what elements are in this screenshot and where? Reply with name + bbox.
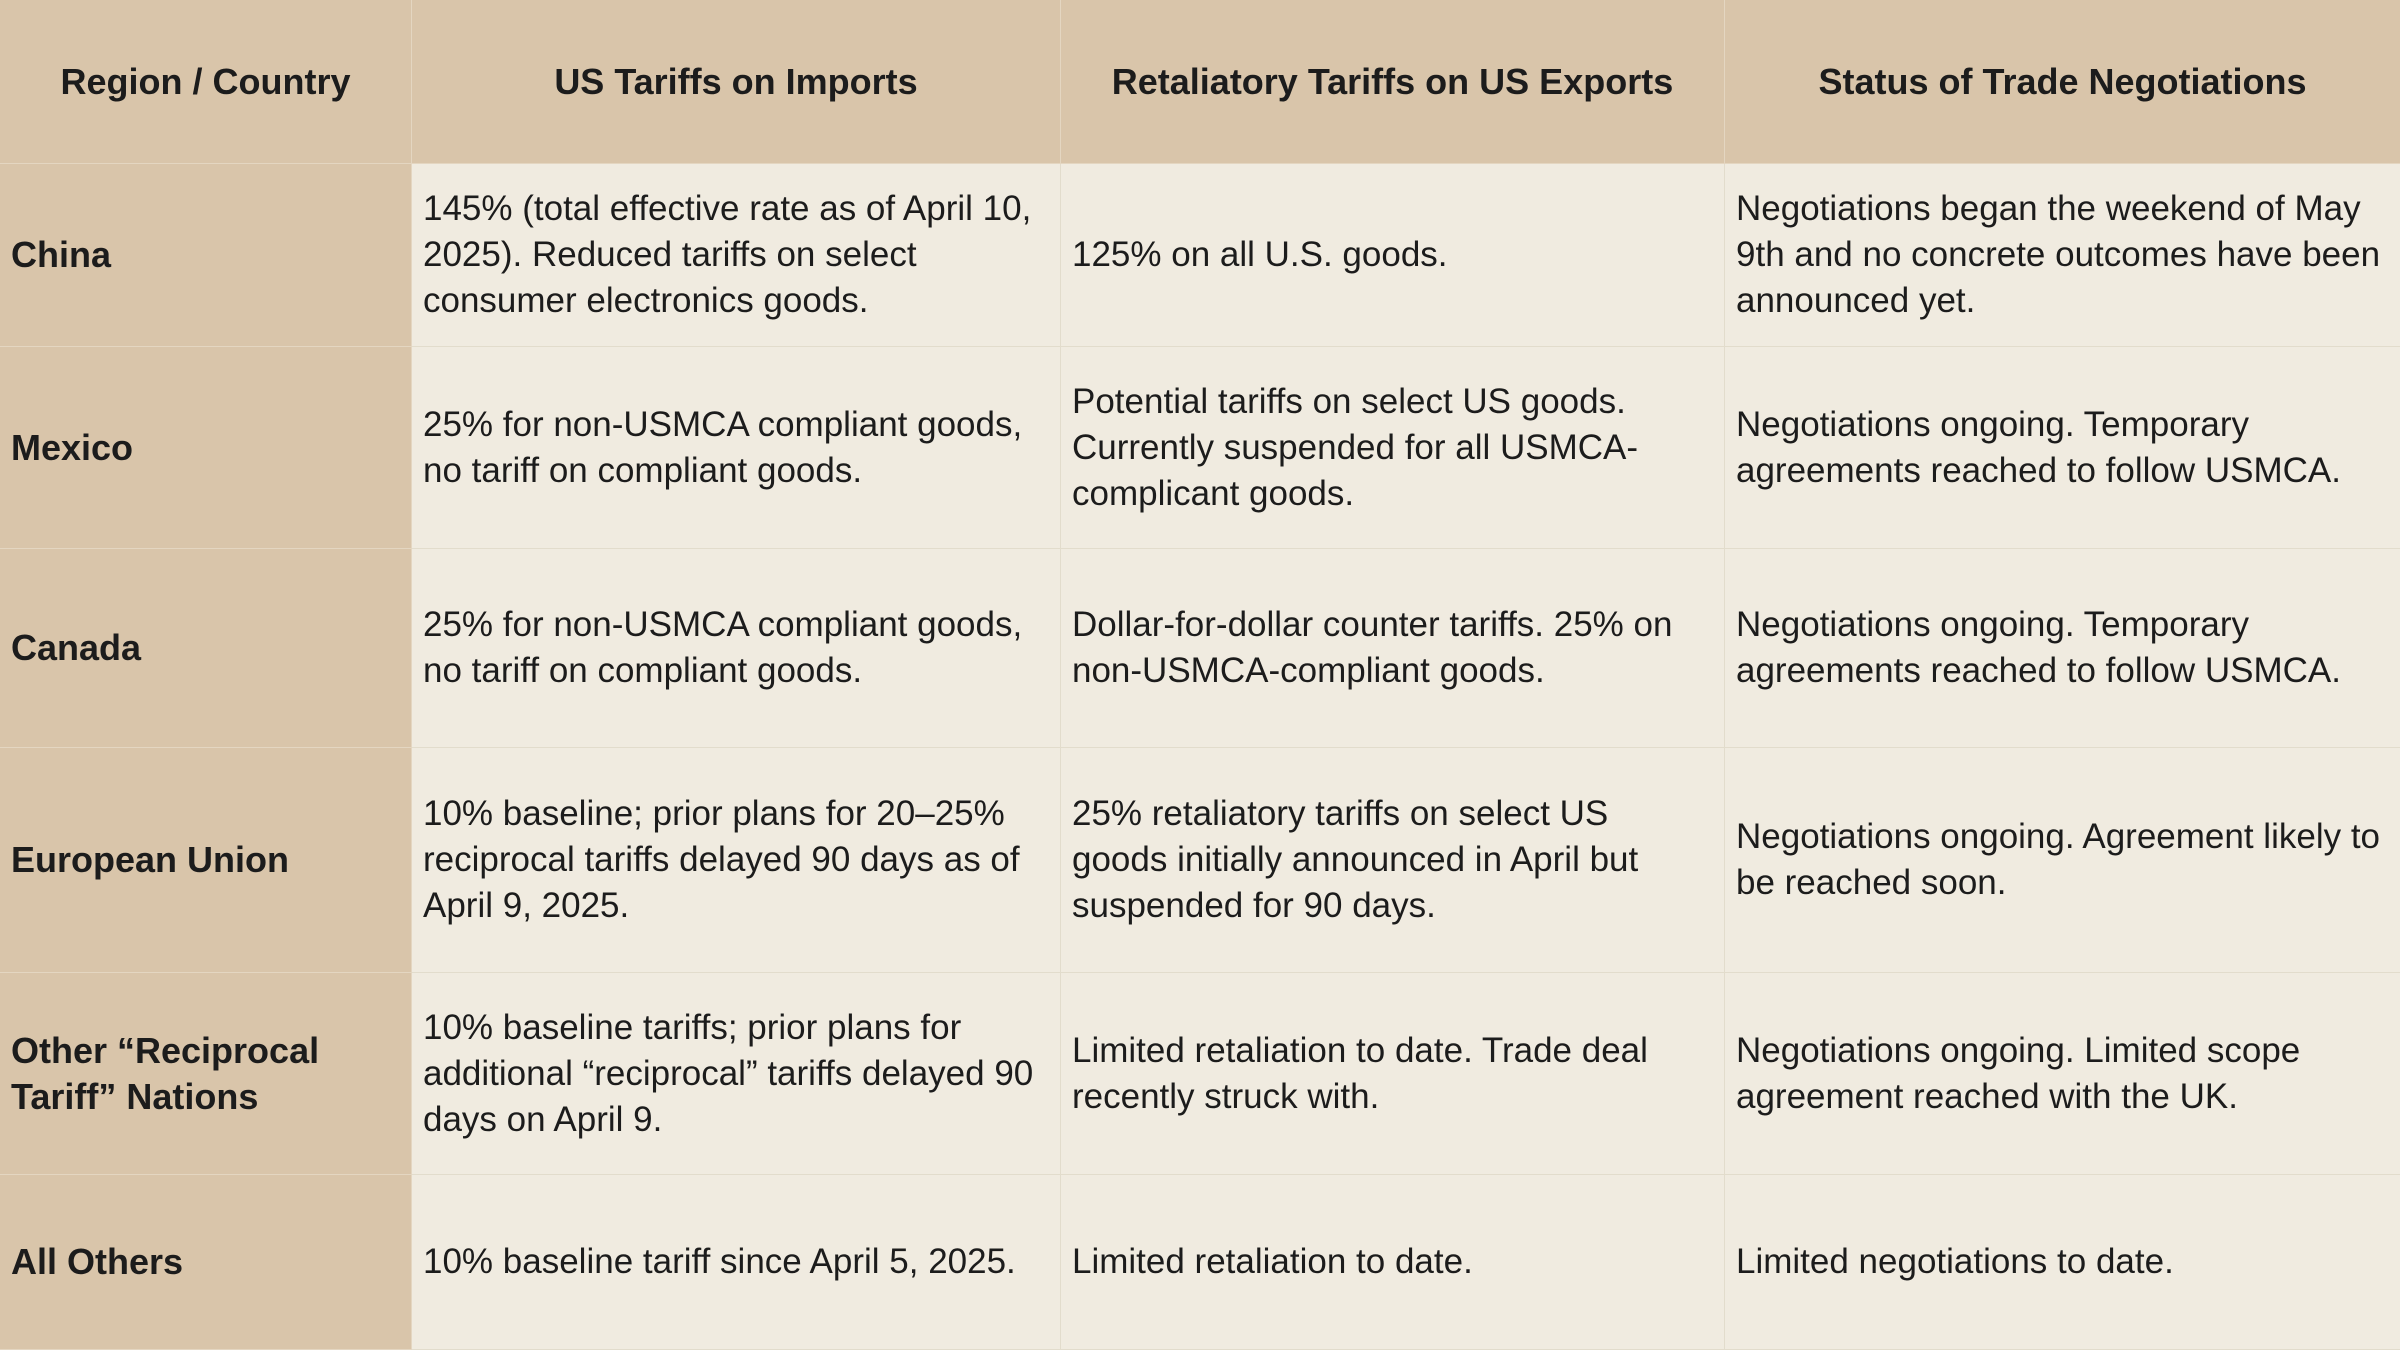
cell-canada-retaliatory: Dollar-for-dollar counter tariffs. 25% o… xyxy=(1061,549,1725,748)
cell-reciprocal-us-tariffs: 10% baseline tariffs; prior plans for ad… xyxy=(412,973,1061,1175)
row-label-all-others: All Others xyxy=(0,1175,412,1350)
cell-mexico-retaliatory: Potential tariffs on select US goods. Cu… xyxy=(1061,347,1725,549)
row-label-canada: Canada xyxy=(0,549,412,748)
cell-others-us-tariffs: 10% baseline tariff since April 5, 2025. xyxy=(412,1175,1061,1350)
cell-reciprocal-retaliatory: Limited retaliation to date. Trade deal … xyxy=(1061,973,1725,1175)
row-label-reciprocal-nations: Other “Reciprocal Tariff” Nations xyxy=(0,973,412,1175)
cell-china-status: Negotiations began the weekend of May 9t… xyxy=(1725,164,2400,347)
cell-eu-us-tariffs: 10% baseline; prior plans for 20–25% rec… xyxy=(412,748,1061,973)
cell-canada-us-tariffs: 25% for non-USMCA compliant goods, no ta… xyxy=(412,549,1061,748)
cell-china-retaliatory: 125% on all U.S. goods. xyxy=(1061,164,1725,347)
cell-mexico-status: Negotiations ongoing. Temporary agreemen… xyxy=(1725,347,2400,549)
cell-reciprocal-status: Negotiations ongoing. Limited scope agre… xyxy=(1725,973,2400,1175)
cell-others-retaliatory: Limited retaliation to date. xyxy=(1061,1175,1725,1350)
cell-canada-status: Negotiations ongoing. Temporary agreemen… xyxy=(1725,549,2400,748)
header-negotiation-status: Status of Trade Negotiations xyxy=(1725,0,2400,164)
header-region-country: Region / Country xyxy=(0,0,412,164)
cell-mexico-us-tariffs: 25% for non-USMCA compliant goods, no ta… xyxy=(412,347,1061,549)
header-us-tariffs: US Tariffs on Imports xyxy=(412,0,1061,164)
row-label-china: China xyxy=(0,164,412,347)
cell-eu-retaliatory: 25% retaliatory tariffs on select US goo… xyxy=(1061,748,1725,973)
cell-eu-status: Negotiations ongoing. Agreement likely t… xyxy=(1725,748,2400,973)
row-label-mexico: Mexico xyxy=(0,347,412,549)
header-retaliatory-tariffs: Retaliatory Tariffs on US Exports xyxy=(1061,0,1725,164)
row-label-european-union: European Union xyxy=(0,748,412,973)
cell-china-us-tariffs: 145% (total effective rate as of April 1… xyxy=(412,164,1061,347)
cell-others-status: Limited negotiations to date. xyxy=(1725,1175,2400,1350)
